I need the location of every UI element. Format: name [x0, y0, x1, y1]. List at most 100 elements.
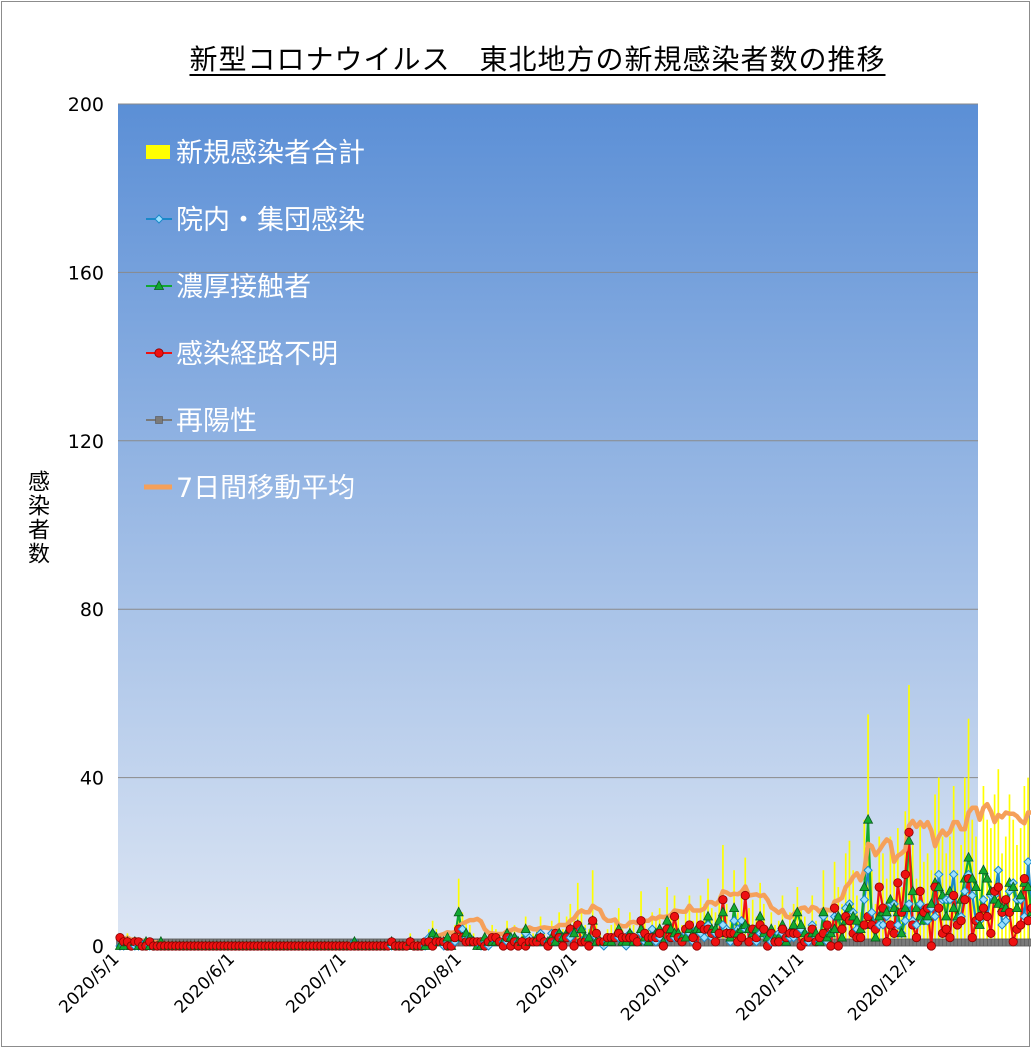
- marker-contact: [881, 906, 892, 917]
- bar-total: [986, 819, 989, 946]
- marker-cluster: [867, 907, 877, 918]
- marker-unknown: [684, 920, 695, 930]
- bar-total: [952, 786, 955, 946]
- marker-cluster: [900, 916, 910, 926]
- marker-contact: [1011, 902, 1023, 913]
- marker-unknown: [874, 882, 884, 892]
- y-tick-label: 80: [80, 599, 104, 621]
- marker-cluster: [967, 890, 977, 901]
- marker-unknown: [904, 827, 914, 837]
- marker-contact: [788, 919, 799, 929]
- marker-cluster: [911, 920, 922, 930]
- marker-unknown: [736, 932, 747, 943]
- marker-contact: [836, 931, 848, 942]
- marker-unknown: [900, 869, 910, 880]
- marker-contact: [948, 902, 959, 913]
- marker-unknown: [1019, 874, 1029, 884]
- marker-contact: [1015, 889, 1026, 900]
- marker-contact: [982, 872, 993, 883]
- marker-unknown: [777, 924, 788, 934]
- marker-contact: [862, 813, 874, 824]
- marker-cluster: [993, 865, 1004, 875]
- bar-total: [844, 853, 847, 946]
- marker-cluster: [930, 911, 940, 922]
- marker-contact: [583, 931, 595, 942]
- marker-unknown: [956, 916, 966, 926]
- marker-contact: [1022, 881, 1031, 891]
- marker-repositive: [1028, 938, 1031, 947]
- marker-unknown: [934, 903, 944, 913]
- marker-cluster: [934, 869, 944, 880]
- marker-cluster: [699, 932, 710, 943]
- marker-contact: [903, 834, 915, 845]
- x-tick-label: 2020/11/1: [733, 949, 809, 1025]
- marker-unknown: [658, 941, 668, 951]
- bar-total: [915, 878, 918, 946]
- marker-unknown: [1001, 895, 1011, 905]
- x-tick-label: 2020/12/1: [844, 949, 920, 1025]
- marker-contact: [442, 931, 453, 942]
- marker-cluster: [729, 916, 739, 926]
- marker-unknown: [960, 895, 970, 905]
- marker-unknown: [588, 916, 598, 926]
- marker-contact: [933, 881, 944, 891]
- x-tick-label: 2020/7/1: [282, 949, 350, 1017]
- marker-contact: [941, 910, 952, 921]
- marker-unknown: [569, 941, 579, 951]
- marker-unknown: [669, 911, 680, 922]
- bar-total: [926, 853, 929, 946]
- marker-unknown: [893, 878, 903, 888]
- plot-area: [118, 104, 978, 946]
- bar-total: [934, 794, 936, 946]
- bar-total: [937, 777, 940, 946]
- marker-unknown: [993, 882, 1003, 892]
- marker-contact: [851, 914, 863, 925]
- marker-unknown: [1027, 903, 1031, 913]
- marker-unknown: [949, 890, 959, 901]
- marker-unknown: [759, 924, 769, 934]
- marker-cluster: [863, 865, 873, 875]
- marker-contact: [1008, 881, 1019, 891]
- marker-contact: [576, 923, 587, 934]
- marker-cluster: [948, 869, 959, 880]
- marker-unknown: [833, 941, 843, 951]
- marker-contact: [974, 919, 985, 929]
- marker-contact: [795, 919, 807, 929]
- marker-cluster: [904, 899, 914, 909]
- bar-total: [1008, 794, 1011, 946]
- marker-contact: [661, 914, 673, 925]
- legend-label-total: 新規感染者合計: [176, 138, 365, 169]
- marker-contact: [967, 872, 978, 883]
- legend-marker-unknown: [154, 348, 164, 358]
- marker-contact: [717, 906, 729, 917]
- x-tick-label: 2020/8/1: [398, 949, 466, 1017]
- marker-unknown: [1016, 920, 1026, 930]
- bar-total: [796, 887, 799, 946]
- marker-unknown: [978, 903, 989, 913]
- marker-contact: [818, 906, 829, 917]
- legend-label-cluster: 院内・集団感染: [176, 205, 365, 236]
- marker-contact: [900, 902, 911, 913]
- bar-total: [919, 819, 922, 946]
- marker-contact: [963, 851, 974, 862]
- marker-unknown: [692, 941, 702, 951]
- marker-unknown: [837, 924, 847, 934]
- chart-title: 新型コロナウイルス 東北地方の新規感染者数の推移: [189, 43, 886, 76]
- y-tick-label: 40: [80, 768, 104, 790]
- marker-contact: [907, 885, 918, 896]
- marker-contact: [926, 898, 937, 908]
- marker-unknown: [740, 890, 750, 901]
- marker-unknown: [856, 932, 866, 943]
- marker-cluster: [915, 899, 925, 909]
- marker-unknown: [1008, 937, 1018, 947]
- bar-total: [997, 769, 1000, 946]
- legend-marker-repositive: [155, 416, 163, 424]
- bar-total: [908, 684, 910, 946]
- marker-cluster: [859, 894, 870, 905]
- marker-contact: [702, 910, 714, 921]
- bar-total: [967, 718, 970, 946]
- legend-label-ma7: 7日間移動平均: [176, 473, 355, 504]
- marker-cluster: [878, 920, 888, 930]
- marker-unknown: [591, 928, 601, 938]
- marker-unknown: [584, 941, 594, 951]
